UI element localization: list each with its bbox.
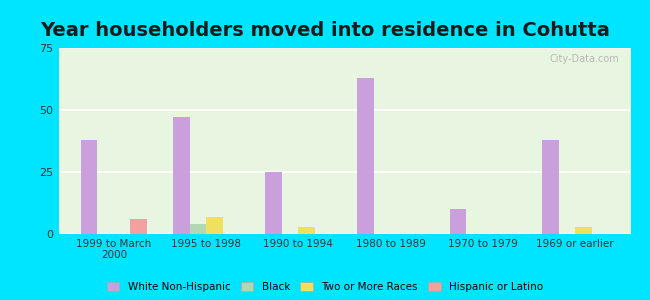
Bar — [358, 78, 374, 234]
Bar — [206, 217, 223, 234]
Bar — [131, 219, 147, 234]
Bar — [265, 172, 281, 234]
Legend: White Non-Hispanic, Black, Two or More Races, Hispanic or Latino: White Non-Hispanic, Black, Two or More R… — [107, 282, 543, 292]
Bar — [190, 224, 206, 234]
Text: Year householders moved into residence in Cohutta: Year householders moved into residence i… — [40, 21, 610, 40]
Bar — [575, 226, 592, 234]
Text: City-Data.com: City-Data.com — [549, 54, 619, 64]
Bar — [173, 117, 190, 234]
Bar — [298, 226, 315, 234]
Bar — [542, 140, 558, 234]
Bar — [450, 209, 466, 234]
Bar — [81, 140, 98, 234]
